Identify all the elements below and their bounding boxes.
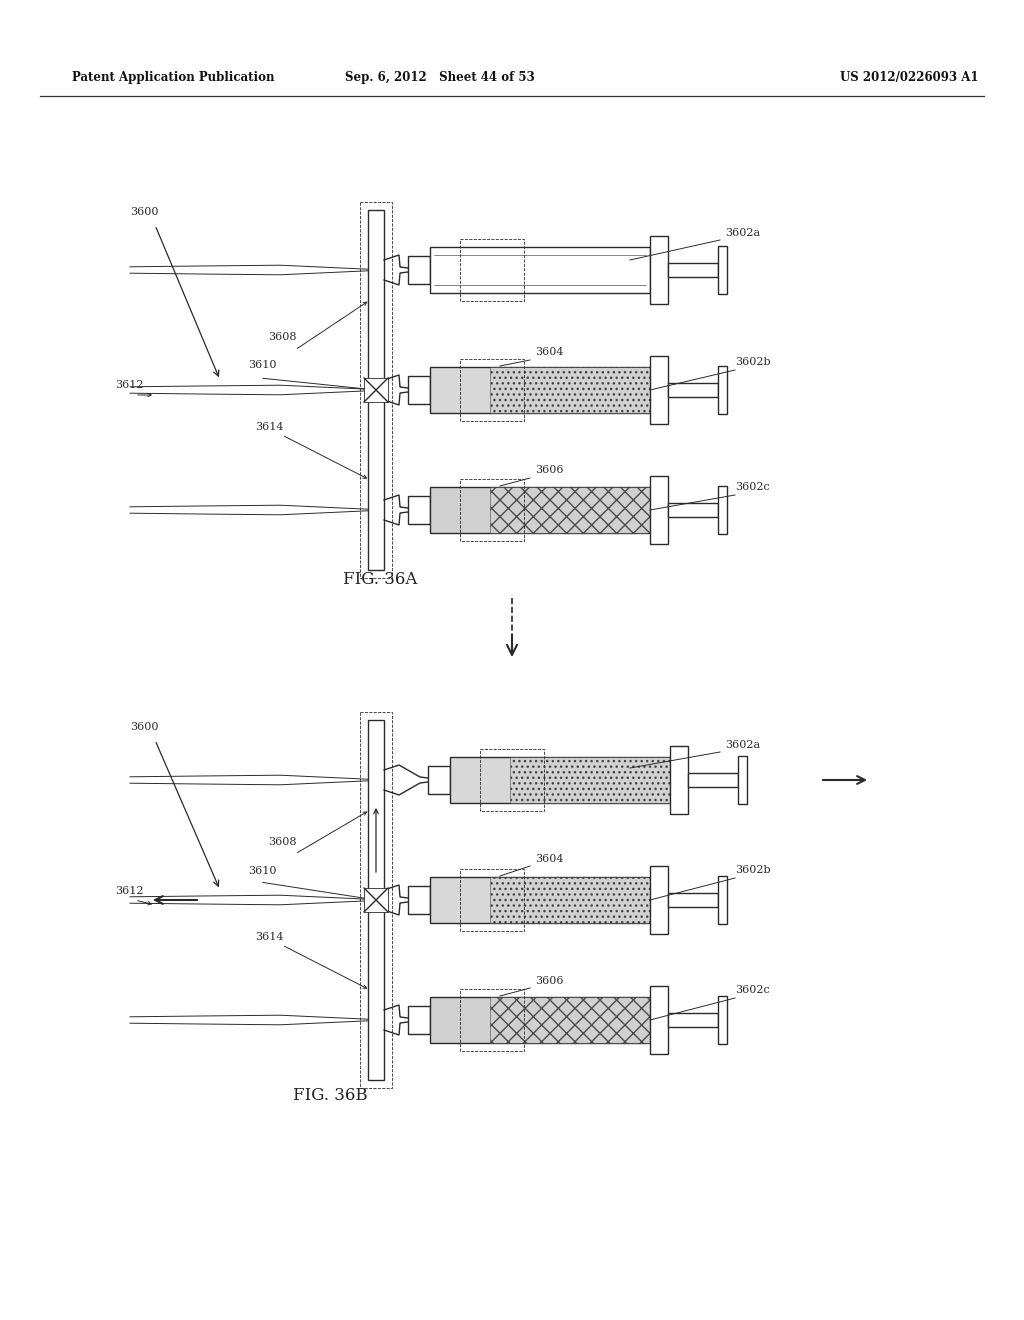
Text: 3608: 3608 — [268, 837, 297, 847]
Text: 3602a: 3602a — [725, 741, 760, 750]
Text: 3600: 3600 — [130, 207, 159, 216]
Text: US 2012/0226093 A1: US 2012/0226093 A1 — [840, 71, 979, 84]
Bar — [428, 766, 450, 795]
Bar — [430, 876, 650, 923]
Bar — [450, 756, 670, 803]
Text: 3610: 3610 — [248, 866, 276, 876]
Bar — [408, 376, 430, 404]
Text: FIG. 36A: FIG. 36A — [343, 572, 417, 589]
Text: 3606: 3606 — [535, 465, 563, 475]
Text: 3602c: 3602c — [735, 482, 770, 492]
Bar — [718, 876, 727, 924]
Text: 3608: 3608 — [268, 333, 297, 342]
Bar — [460, 479, 524, 541]
Bar — [368, 210, 384, 570]
Bar — [430, 997, 650, 1043]
Bar — [510, 756, 670, 803]
Bar — [668, 503, 718, 517]
Text: 3612: 3612 — [115, 886, 143, 896]
Bar — [460, 869, 524, 931]
Text: 3610: 3610 — [248, 360, 276, 370]
Bar — [668, 1012, 718, 1027]
Bar — [650, 866, 668, 935]
Bar — [430, 367, 650, 413]
Bar — [688, 774, 738, 787]
Bar — [360, 202, 392, 578]
Bar — [430, 247, 650, 293]
Bar — [490, 367, 650, 413]
Text: 3612: 3612 — [115, 380, 143, 389]
Text: 3602b: 3602b — [735, 865, 771, 875]
Bar — [650, 477, 668, 544]
Bar — [718, 366, 727, 414]
Text: 3604: 3604 — [535, 347, 563, 356]
Text: 3614: 3614 — [255, 932, 284, 942]
Text: Patent Application Publication: Patent Application Publication — [72, 71, 274, 84]
Text: 3602b: 3602b — [735, 356, 771, 367]
Bar — [430, 487, 650, 533]
Bar — [670, 746, 688, 814]
Bar — [490, 487, 650, 533]
Text: 3602c: 3602c — [735, 985, 770, 995]
Bar — [364, 888, 388, 912]
Bar — [408, 886, 430, 913]
Text: 3614: 3614 — [255, 422, 284, 432]
Bar — [668, 894, 718, 907]
Text: FIG. 36B: FIG. 36B — [293, 1086, 368, 1104]
Bar — [480, 748, 544, 810]
Bar — [650, 986, 668, 1053]
Text: 3604: 3604 — [535, 854, 563, 865]
Bar — [490, 997, 650, 1043]
Bar — [408, 256, 430, 284]
Text: 3602a: 3602a — [725, 228, 760, 238]
Text: 3606: 3606 — [535, 975, 563, 986]
Bar — [368, 719, 384, 1080]
Bar — [460, 359, 524, 421]
Bar — [718, 246, 727, 294]
Bar — [460, 239, 524, 301]
Bar — [490, 876, 650, 923]
Bar — [738, 756, 746, 804]
Bar — [668, 383, 718, 397]
Text: 3600: 3600 — [130, 722, 159, 733]
Bar — [408, 1006, 430, 1034]
Bar — [650, 236, 668, 304]
Bar — [360, 711, 392, 1088]
Bar — [460, 989, 524, 1051]
Text: Sep. 6, 2012   Sheet 44 of 53: Sep. 6, 2012 Sheet 44 of 53 — [345, 71, 535, 84]
Bar — [408, 496, 430, 524]
Bar — [364, 378, 388, 403]
Bar — [668, 263, 718, 277]
Bar — [718, 997, 727, 1044]
Bar — [650, 356, 668, 424]
Bar — [718, 486, 727, 535]
